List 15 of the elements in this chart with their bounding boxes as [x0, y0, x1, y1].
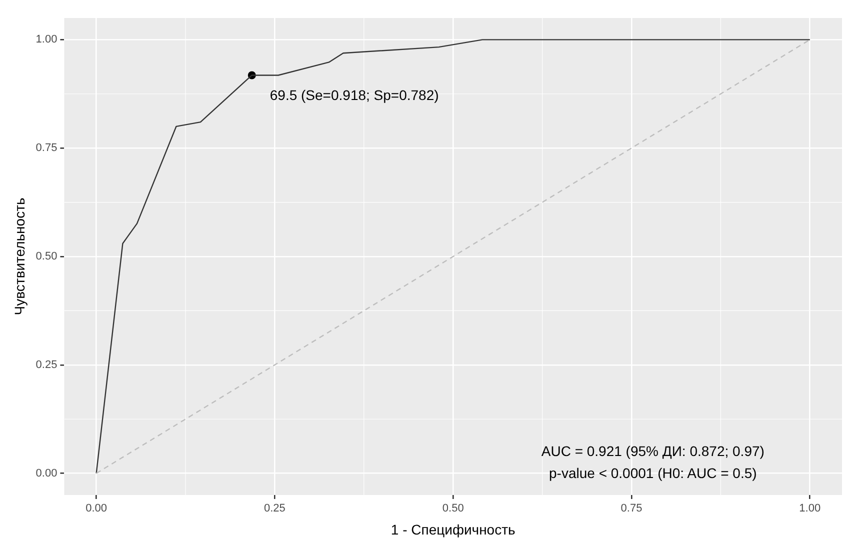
annotation: 69.5 (Se=0.918; Sp=0.782): [270, 87, 439, 104]
y-tick-label: 0.75: [36, 142, 58, 154]
annotation: AUC = 0.921 (95% ДИ: 0.872; 0.97): [541, 442, 764, 459]
y-axis-title: Чувствительность: [11, 198, 28, 316]
x-axis-title: 1 - Специфичность: [390, 521, 516, 538]
y-tick-label: 0.00: [36, 467, 58, 480]
x-tick-label: 0.50: [442, 502, 464, 515]
annotation: p-value < 0.0001 (H0: AUC = 0.5): [549, 464, 757, 481]
x-tick-label: 0.00: [86, 502, 108, 515]
y-tick-label: 0.50: [36, 250, 58, 263]
x-tick-label: 0.75: [620, 502, 642, 515]
y-tick-label: 1.00: [36, 34, 58, 46]
x-tick-label: 1.00: [799, 502, 821, 515]
y-tick-label: 0.25: [36, 358, 58, 371]
x-tick-label: 0.25: [264, 502, 286, 515]
